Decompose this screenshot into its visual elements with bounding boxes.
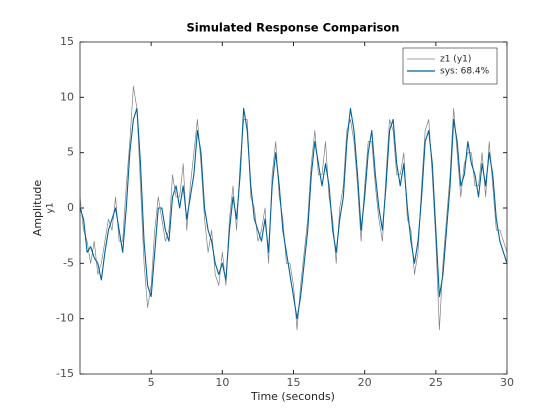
legend-box [402, 47, 498, 85]
y-tick-label: -10 [56, 312, 74, 325]
y-tick-label: 0 [67, 201, 74, 214]
plot-area [80, 42, 507, 374]
x-tick-label: 30 [500, 376, 514, 389]
x-axis-label: Time (seconds) [250, 390, 335, 403]
y-tick-label: -15 [56, 367, 74, 380]
chart-title: Simulated Response Comparison [187, 21, 400, 35]
y-axis-sublabel: y1 [46, 202, 56, 213]
legend-label: z1 (y1) [440, 55, 471, 65]
y-tick-label: 5 [67, 146, 74, 159]
x-tick-label: 10 [215, 376, 229, 389]
x-tick-label: 20 [358, 376, 372, 389]
x-tick-label: 25 [429, 376, 443, 389]
x-tick-label: 5 [148, 376, 155, 389]
series-line [79, 85, 508, 331]
series-line [79, 107, 508, 320]
plot-frame [79, 41, 508, 375]
y-axis-label: Amplitude [31, 180, 44, 237]
legend-label: sys: 68.4% [440, 67, 490, 77]
y-tick-label: 10 [60, 90, 74, 103]
y-tick-label: 15 [60, 35, 74, 48]
y-tick-label: -5 [63, 256, 74, 269]
x-tick-label: 15 [287, 376, 301, 389]
